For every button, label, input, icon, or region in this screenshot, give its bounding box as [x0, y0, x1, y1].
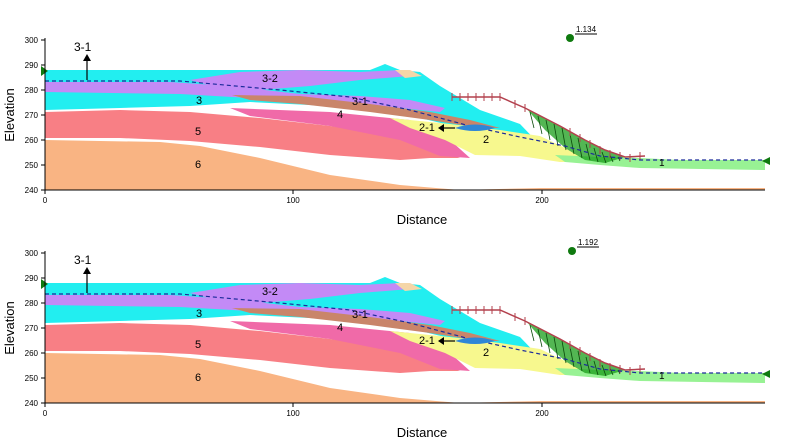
label-3: 3 [196, 95, 202, 107]
layer-4 [232, 95, 500, 128]
label-6: 6 [195, 159, 201, 171]
top-cap [395, 283, 422, 291]
label-3-1-mid: 3-1 [352, 309, 368, 321]
label-3-2: 3-2 [262, 286, 278, 298]
label-6: 6 [195, 372, 201, 384]
y-tick-label: 240 [25, 399, 39, 408]
right-boundary-marker [762, 157, 770, 165]
y-tick-label: 280 [25, 299, 39, 308]
label-3-1-top: 3-1 [74, 253, 92, 267]
slip-center [568, 247, 576, 255]
section-panel-2: 0 100 200 300 290 280 270 260 250 240 Di… [2, 238, 770, 440]
y-tick-label: 270 [25, 324, 39, 333]
factor-of-safety: 1.134 [576, 25, 597, 34]
label-3: 3 [196, 308, 202, 320]
x-tick-label: 100 [286, 409, 300, 418]
surface-load-line [452, 309, 646, 371]
y-axis-title: Elevation [2, 301, 17, 354]
label-3-2: 3-2 [262, 73, 278, 85]
layer-5 [45, 323, 460, 373]
y-tick-label: 290 [25, 61, 39, 70]
label-2-1: 2-1 [419, 335, 435, 347]
surface-load-line [452, 96, 646, 158]
slip-hatching [529, 111, 621, 164]
y-tick-label: 250 [25, 374, 39, 383]
y-tick-label: 240 [25, 186, 39, 195]
x-axis-title: Distance [397, 425, 448, 440]
y-tick-label: 290 [25, 274, 39, 283]
layer-5 [45, 110, 460, 160]
slip-center [566, 34, 574, 42]
x-axis-ticks [44, 190, 543, 194]
y-axis-ticks [41, 39, 45, 191]
y-axis-ticks [41, 252, 45, 404]
top-cap [395, 70, 422, 78]
x-tick-label: 0 [43, 196, 48, 205]
layer-4 [232, 308, 500, 341]
x-tick-label: 100 [286, 196, 300, 205]
label-5: 5 [195, 126, 201, 138]
label-3-1-top: 3-1 [74, 40, 92, 54]
y-axis-title: Elevation [2, 88, 17, 141]
y-tick-label: 300 [25, 36, 39, 45]
y-tick-label: 270 [25, 111, 39, 120]
arrow-2-1-head [438, 124, 444, 132]
label-1: 1 [659, 158, 665, 169]
section-panel-1: 0 100 200 300 290 280 270 260 250 240 Di… [2, 25, 770, 227]
y-tick-label: 260 [25, 349, 39, 358]
x-tick-label: 200 [535, 196, 549, 205]
label-3-1-mid: 3-1 [352, 96, 368, 108]
x-tick-label: 200 [535, 409, 549, 418]
lens-2-1 [455, 124, 495, 131]
arrow-3-1-head [83, 267, 91, 274]
x-tick-label: 0 [43, 409, 48, 418]
surface-load-ticks [451, 93, 641, 162]
arrow-3-1-head [83, 54, 91, 61]
surface-load-ticks [451, 306, 641, 375]
x-axis-title: Distance [397, 212, 448, 227]
layer-6 [45, 353, 765, 403]
lens-2-1 [455, 337, 495, 344]
x-axis-ticks [44, 403, 543, 407]
label-2: 2 [483, 347, 489, 359]
y-tick-label: 300 [25, 249, 39, 258]
label-2-1: 2-1 [419, 122, 435, 134]
layer-3-2 [190, 70, 410, 90]
label-2: 2 [483, 134, 489, 146]
layer-6 [45, 140, 765, 190]
label-4: 4 [337, 109, 343, 121]
layer-3-2 [190, 283, 410, 303]
label-5: 5 [195, 339, 201, 351]
label-1: 1 [659, 371, 665, 382]
factor-of-safety: 1.192 [578, 238, 599, 247]
y-tick-label: 250 [25, 161, 39, 170]
arrow-2-1-head [438, 337, 444, 345]
slip-hatching [529, 324, 621, 377]
y-tick-label: 260 [25, 136, 39, 145]
right-boundary-marker [762, 370, 770, 378]
label-4: 4 [337, 322, 343, 334]
y-tick-label: 280 [25, 86, 39, 95]
